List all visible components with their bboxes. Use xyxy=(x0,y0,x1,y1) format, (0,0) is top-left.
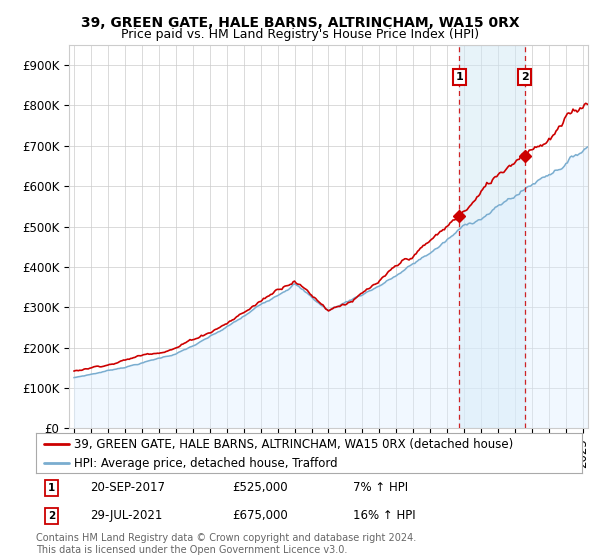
Text: 2: 2 xyxy=(521,72,529,82)
Text: HPI: Average price, detached house, Trafford: HPI: Average price, detached house, Traf… xyxy=(74,456,338,470)
Text: 16% ↑ HPI: 16% ↑ HPI xyxy=(353,509,415,522)
Text: 1: 1 xyxy=(47,483,55,493)
Text: Contains HM Land Registry data © Crown copyright and database right 2024.
This d: Contains HM Land Registry data © Crown c… xyxy=(36,533,416,555)
Text: 7% ↑ HPI: 7% ↑ HPI xyxy=(353,481,408,494)
Text: 1: 1 xyxy=(455,72,463,82)
Text: 39, GREEN GATE, HALE BARNS, ALTRINCHAM, WA15 0RX (detached house): 39, GREEN GATE, HALE BARNS, ALTRINCHAM, … xyxy=(74,438,514,451)
Bar xyxy=(460,45,525,428)
Text: 39, GREEN GATE, HALE BARNS, ALTRINCHAM, WA15 0RX: 39, GREEN GATE, HALE BARNS, ALTRINCHAM, … xyxy=(80,16,520,30)
Text: Price paid vs. HM Land Registry's House Price Index (HPI): Price paid vs. HM Land Registry's House … xyxy=(121,28,479,41)
Text: 20-SEP-2017: 20-SEP-2017 xyxy=(91,481,166,494)
Text: 2: 2 xyxy=(47,511,55,521)
Text: 29-JUL-2021: 29-JUL-2021 xyxy=(91,509,163,522)
Text: £675,000: £675,000 xyxy=(233,509,289,522)
Text: £525,000: £525,000 xyxy=(233,481,288,494)
